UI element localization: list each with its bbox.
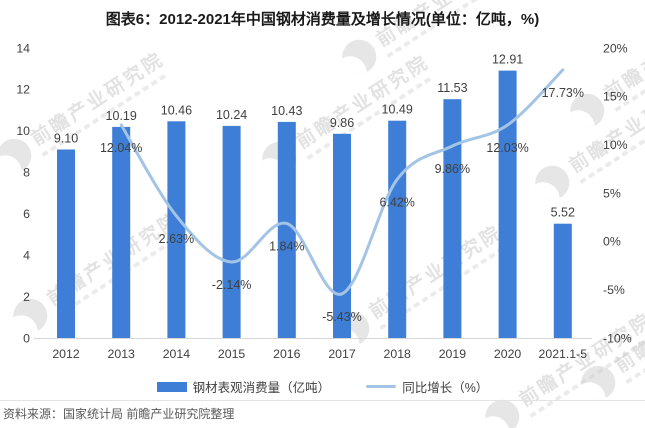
legend-label-consumption: 钢材表观消费量（亿吨） (192, 381, 331, 395)
svg-text:17.73%: 17.73% (542, 86, 584, 100)
svg-text:11.53: 11.53 (437, 81, 467, 95)
legend-label-growth: 同比增长（%） (402, 381, 489, 395)
growth-line (119, 68, 565, 296)
page-title: 图表6：2012-2021年中国钢材消费量及增长情况(单位：亿吨，%) (105, 11, 540, 28)
svg-text:9.86%: 9.86% (435, 162, 470, 176)
svg-text:12.91: 12.91 (492, 53, 523, 67)
svg-text:9.86: 9.86 (330, 116, 354, 130)
divider (0, 400, 645, 401)
bar-2013 (112, 126, 131, 339)
svg-text:2017: 2017 (328, 347, 356, 361)
svg-text:2013: 2013 (108, 347, 136, 361)
bar-2014 (167, 121, 186, 338)
qianzhan-logo-icon (478, 393, 526, 428)
svg-text:2020: 2020 (494, 347, 522, 361)
source-note: 资料来源：国家统计局 前瞻产业研究院整理 (3, 407, 235, 421)
svg-text:8: 8 (23, 166, 30, 180)
svg-text:-5.43%: -5.43% (322, 310, 362, 324)
svg-text:2016: 2016 (273, 347, 301, 361)
bar-value-labels: 9.10 10.19 10.46 10.24 10.43 9.86 10.49 11.53 12… (54, 53, 575, 220)
svg-text:10%: 10% (603, 138, 628, 152)
svg-text:2012: 2012 (52, 347, 80, 361)
svg-text:2021.1-5: 2021.1-5 (539, 347, 588, 361)
svg-text:6.42%: 6.42% (379, 195, 414, 209)
svg-text:10: 10 (16, 124, 30, 138)
x-axis-category-labels: 2012 2013 2014 2015 2016 2017 2018 2019 2020 2021… (52, 347, 587, 361)
bar-2019 (443, 99, 462, 338)
chart-legend: 钢材表观消费量（亿吨） 同比增长（%） (0, 377, 645, 396)
svg-text:20%: 20% (603, 41, 628, 55)
bar-2016 (277, 121, 296, 339)
svg-text:2015: 2015 (218, 347, 246, 361)
svg-text:12.03%: 12.03% (486, 141, 528, 155)
svg-text:12.04%: 12.04% (100, 141, 142, 155)
right-axis-tick-labels: -10% -5% 0% 5% 10% 15% 20% (603, 41, 632, 345)
bar-2020 (498, 70, 517, 338)
left-axis-tick-labels: 0 2 4 6 8 10 12 14 (16, 41, 30, 345)
svg-text:9.10: 9.10 (54, 132, 78, 146)
svg-text:4: 4 (23, 248, 30, 262)
bar-2021.1-5 (553, 223, 572, 338)
svg-text:0%: 0% (603, 235, 621, 249)
svg-text:2.63%: 2.63% (159, 232, 194, 246)
svg-text:0: 0 (23, 331, 30, 345)
bar-2018 (388, 120, 407, 338)
svg-text:15%: 15% (603, 90, 628, 104)
svg-text:5.52: 5.52 (551, 206, 575, 220)
bar-2017 (333, 133, 351, 338)
svg-text:14: 14 (16, 41, 30, 55)
svg-text:1.84%: 1.84% (269, 240, 304, 254)
svg-text:2018: 2018 (384, 347, 412, 361)
svg-text:2019: 2019 (439, 347, 467, 361)
svg-text:10.24: 10.24 (216, 108, 247, 122)
legend-item-growth: 同比增长（%） (366, 377, 488, 396)
svg-text:-5%: -5% (603, 283, 625, 297)
svg-text:2: 2 (23, 290, 30, 304)
svg-text:10.43: 10.43 (271, 104, 302, 118)
bar-2015 (222, 125, 241, 339)
line-swatch-icon (366, 385, 397, 388)
bar-swatch-icon (156, 381, 187, 392)
svg-text:12: 12 (16, 83, 30, 97)
svg-text:10.49: 10.49 (382, 103, 413, 117)
svg-text:6: 6 (23, 207, 30, 221)
svg-text:5%: 5% (603, 186, 621, 200)
svg-text:10.19: 10.19 (106, 109, 137, 123)
bar-2012 (57, 149, 75, 338)
svg-text:-2.14%: -2.14% (212, 278, 252, 292)
svg-text:10.46: 10.46 (161, 103, 192, 117)
legend-item-consumption: 钢材表观消费量（亿吨） (156, 377, 331, 396)
svg-text:-10%: -10% (603, 331, 632, 345)
svg-text:2014: 2014 (163, 347, 191, 361)
